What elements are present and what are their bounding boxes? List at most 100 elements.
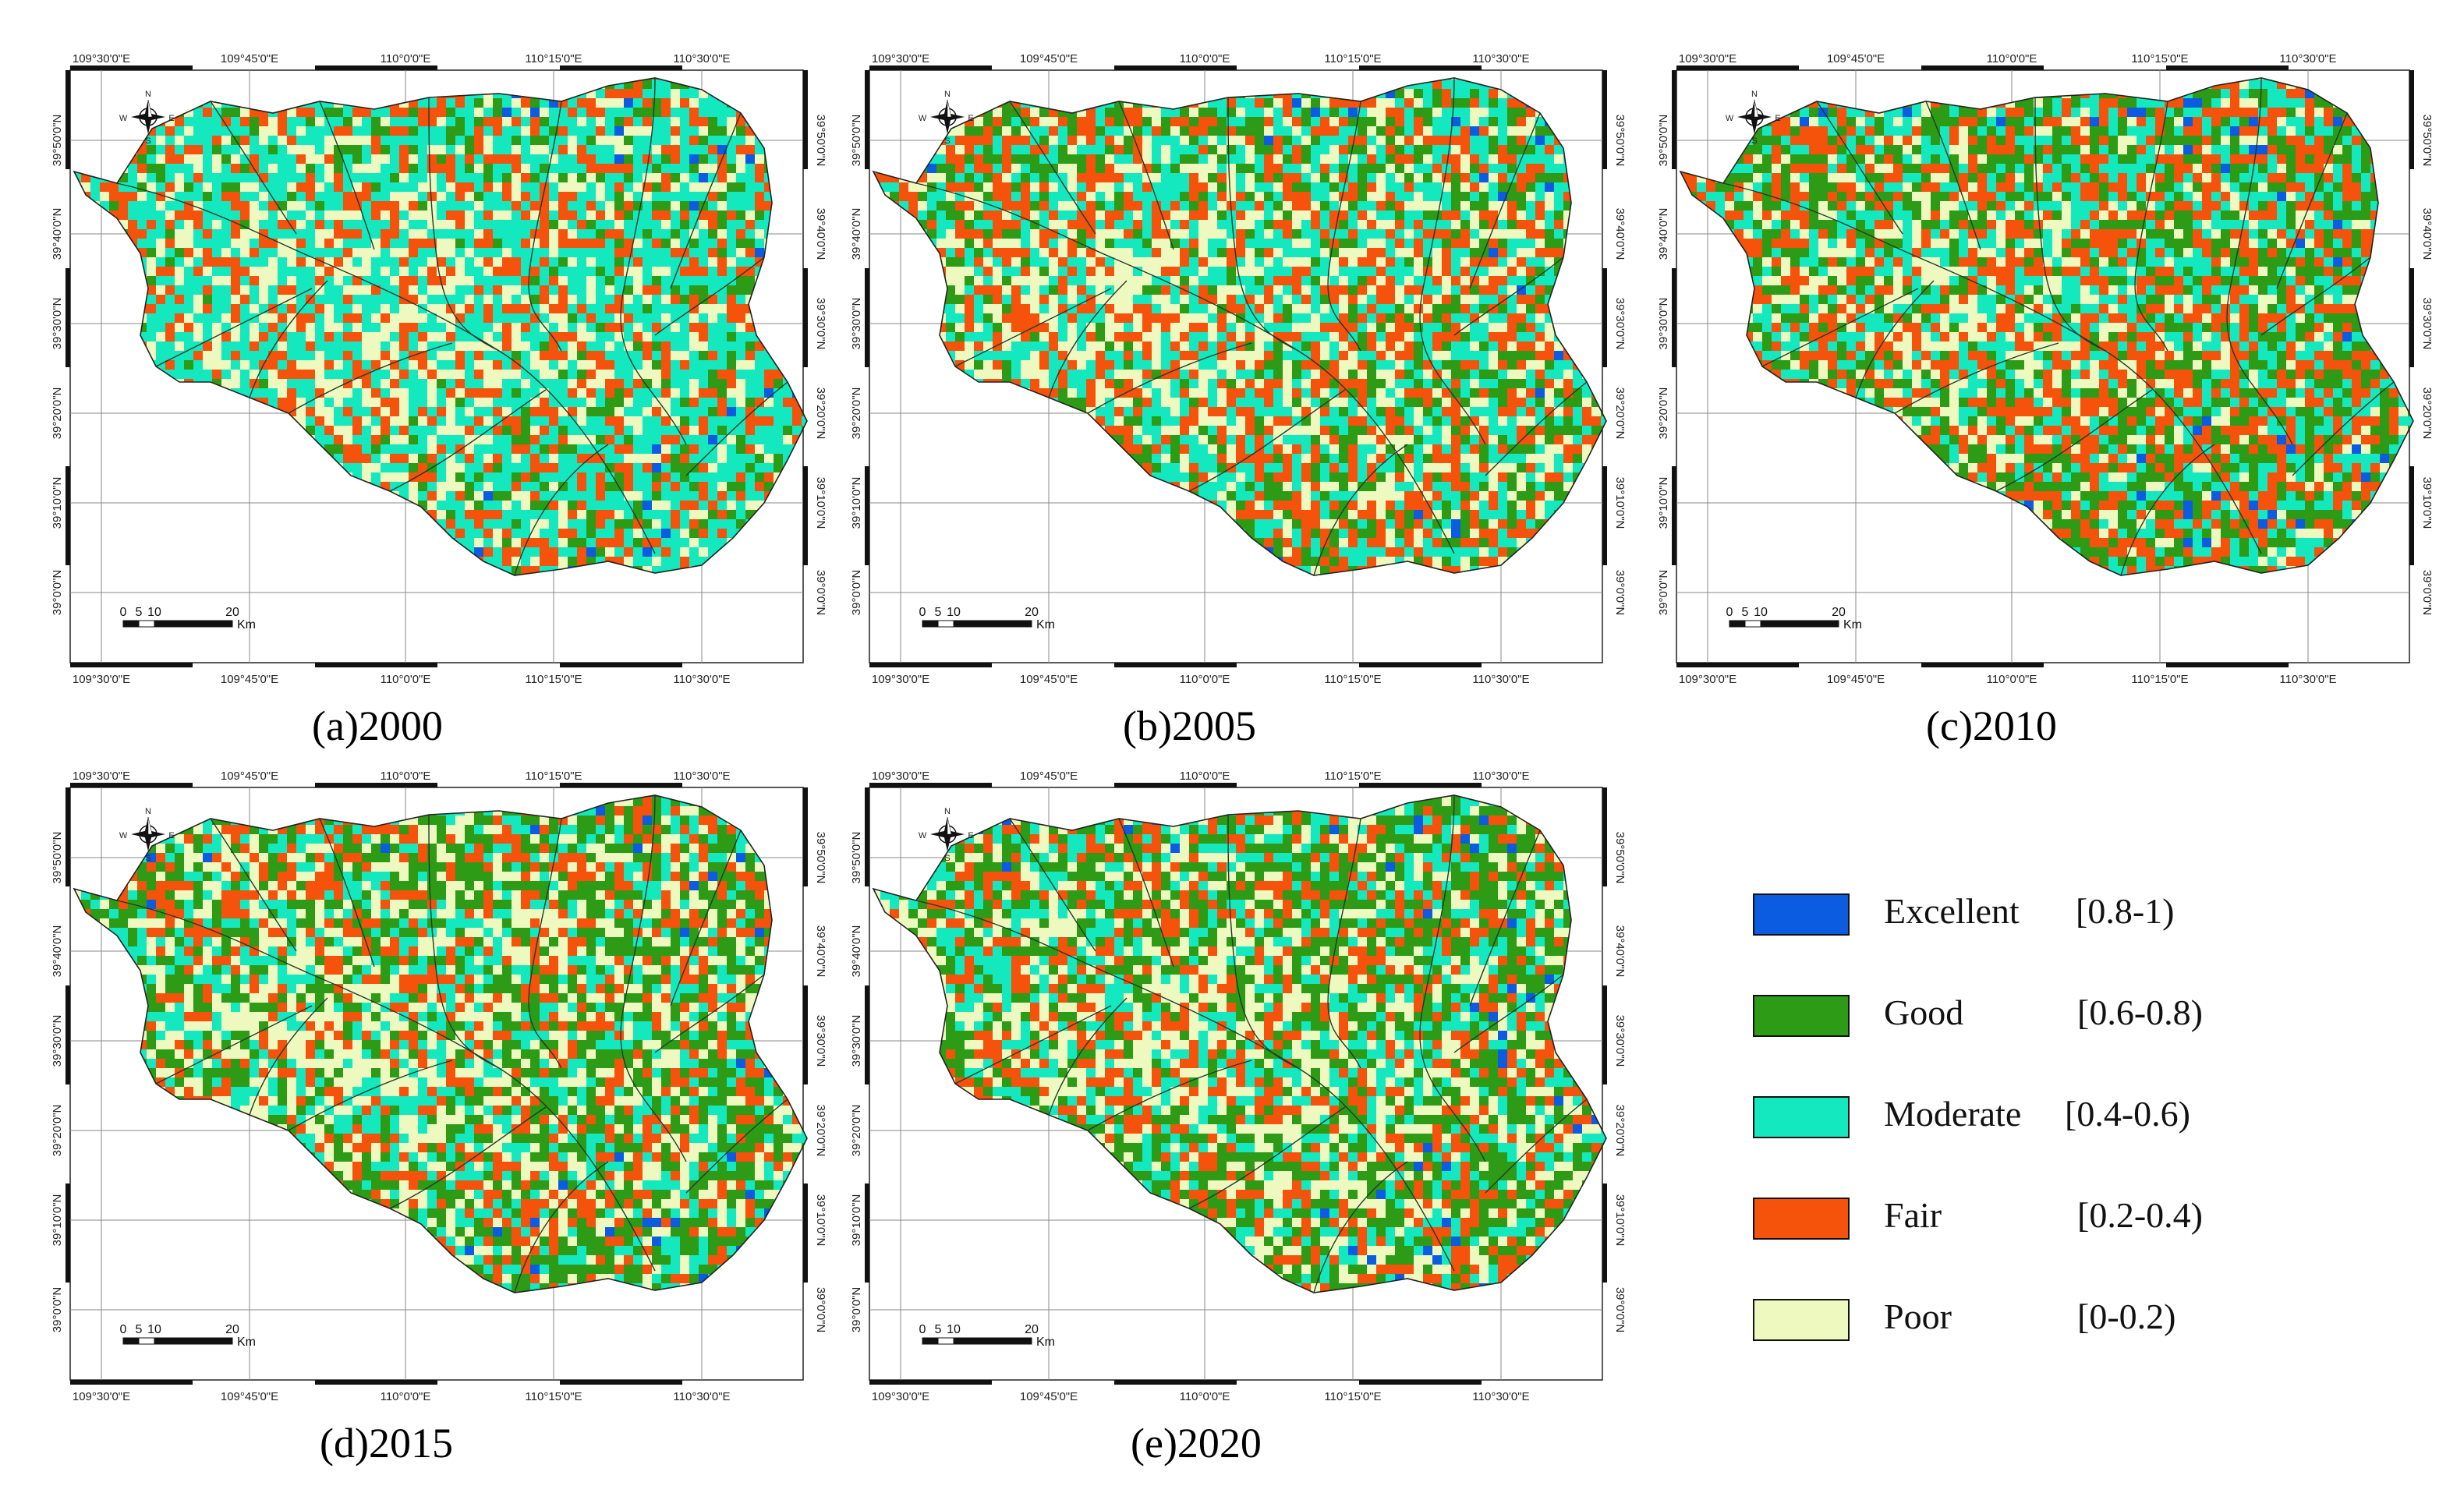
legend-range-fair: [0.2-0.4)	[2077, 1194, 2203, 1236]
river-network	[1722, 78, 2395, 575]
scale-tick-label: 5	[136, 606, 143, 619]
latitude-label: 39°30'0"N	[814, 298, 827, 350]
legend-swatch-excellent	[1753, 893, 1850, 936]
scale-tick-label: 0	[120, 1323, 127, 1336]
latitude-label: 39°0'0"N	[1657, 570, 1670, 615]
longitude-label: 109°45'0"E	[1020, 770, 1078, 783]
compass-label-n: N	[944, 90, 951, 99]
longitude-label: 109°45'0"E	[1020, 52, 1078, 65]
longitude-label: 110°0'0"E	[1987, 52, 2037, 65]
scale-unit-label: Km	[237, 1336, 256, 1349]
legend-swatch-good	[1753, 995, 1850, 1037]
longitude-label: 110°0'0"E	[381, 770, 431, 783]
north-arrow-icon: N S E W	[919, 90, 974, 146]
longitude-label: 110°30'0"E	[1472, 770, 1529, 783]
legend-label-good: Good	[1884, 992, 1963, 1033]
map-border-ticks	[865, 783, 1607, 1385]
latitude-label: 39°30'0"N	[1613, 1015, 1627, 1067]
scale-tick-label: 20	[1832, 606, 1846, 619]
latitude-label: 39°0'0"N	[850, 1287, 863, 1332]
longitude-label: 110°15'0"E	[1324, 52, 1381, 65]
scale-tick-label: 5	[136, 1323, 143, 1336]
scale-tick-label: 10	[147, 606, 161, 619]
latitude-label: 39°0'0"N	[2420, 570, 2434, 615]
longitude-label: 110°15'0"E	[525, 770, 582, 783]
caption-2010: (c)2010	[1926, 702, 2057, 750]
latitude-label: 39°10'0"N	[51, 1194, 64, 1247]
compass-label-s: S	[145, 854, 150, 863]
legend-range-moderate: [0.4-0.6)	[2065, 1093, 2190, 1134]
latitude-label: 39°20'0"N	[850, 387, 863, 440]
compass-label-s: S	[1751, 136, 1757, 146]
compass-label-w: W	[919, 114, 927, 123]
legend-swatch-poor	[1753, 1299, 1850, 1341]
compass-label-w: W	[119, 831, 128, 840]
legend-item-good: Good [0.6-0.8)	[1739, 990, 2285, 1045]
longitude-labels-bottom: 109°30'0"E 109°45'0"E 110°0'0"E 110°15'0"E 1…	[872, 673, 1530, 686]
map-panel-2015: 109°30'0"E 109°45'0"E 110°0'0"E 110°15'0"E 1…	[51, 770, 827, 1411]
longitude-label: 110°0'0"E	[1180, 673, 1230, 686]
map-border-ticks	[65, 65, 808, 667]
river-network	[915, 78, 1588, 575]
scale-tick-label: 10	[947, 1323, 961, 1336]
river-network	[116, 78, 788, 575]
map-svg: 109°30'0"E 109°45'0"E 110°0'0"E 110°15'0"E 1…	[51, 52, 827, 686]
longitude-label: 110°30'0"E	[673, 770, 730, 783]
legend-range-good: [0.6-0.8)	[2077, 992, 2203, 1033]
longitude-label: 110°30'0"E	[673, 52, 730, 65]
map-svg: 109°30'0"E 109°45'0"E 110°0'0"E 110°15'0"E 1…	[850, 770, 1627, 1403]
watershed-boundary	[1679, 77, 2414, 576]
river-network	[116, 795, 788, 1293]
longitude-label: 110°15'0"E	[1324, 673, 1381, 686]
latitude-label: 39°30'0"N	[850, 1015, 863, 1067]
north-arrow-icon: N S E W	[119, 90, 175, 146]
latitude-label: 39°40'0"N	[2420, 208, 2434, 260]
compass-label-w: W	[119, 114, 128, 123]
latitude-label: 39°20'0"N	[1613, 387, 1627, 440]
longitude-label: 110°0'0"E	[1180, 770, 1230, 783]
longitude-label: 109°45'0"E	[1020, 1390, 1078, 1403]
legend-item-moderate: Moderate [0.4-0.6)	[1739, 1092, 2285, 1146]
longitude-label: 109°45'0"E	[221, 673, 278, 686]
longitude-labels-bottom: 109°30'0"E 109°45'0"E 110°0'0"E 110°15'0"E 1…	[1679, 673, 2337, 686]
latitude-label: 39°50'0"N	[1613, 832, 1627, 884]
watershed-boundary	[872, 794, 1607, 1293]
scale-tick-label: 20	[1025, 1323, 1039, 1336]
longitude-label: 110°30'0"E	[1472, 673, 1529, 686]
longitude-label: 110°0'0"E	[1180, 52, 1230, 65]
longitude-label: 109°45'0"E	[1827, 673, 1885, 686]
latitude-label: 39°40'0"N	[1657, 208, 1670, 260]
legend-swatch-fair	[1753, 1198, 1850, 1240]
longitude-label: 109°30'0"E	[73, 1390, 130, 1403]
north-arrow-icon: N S E W	[919, 807, 974, 863]
scale-tick-label: 10	[1754, 606, 1768, 619]
scale-tick-label: 0	[120, 606, 127, 619]
map-panel-2020: 109°30'0"E 109°45'0"E 110°0'0"E 110°15'0"E 1…	[850, 770, 1627, 1411]
longitude-label: 109°45'0"E	[1020, 673, 1078, 686]
compass-label-e: E	[968, 831, 973, 840]
latitude-label: 39°20'0"N	[2420, 387, 2434, 440]
latitude-labels-left: 39°50'0"N 39°40'0"N 39°30'0"N 39°20'0"N 39°1…	[51, 115, 64, 616]
latitude-label: 39°40'0"N	[1613, 925, 1627, 978]
latitude-label: 39°40'0"N	[51, 925, 64, 978]
scale-tick-label: 0	[1726, 606, 1733, 619]
legend-range-poor: [0-0.2)	[2077, 1296, 2175, 1337]
longitude-label: 110°15'0"E	[525, 52, 582, 65]
latitude-label: 39°10'0"N	[1613, 477, 1627, 529]
latitude-label: 39°0'0"N	[1613, 570, 1627, 615]
compass-label-n: N	[145, 807, 151, 816]
latitude-label: 39°50'0"N	[51, 832, 64, 884]
longitude-labels-top: 109°30'0"E 109°45'0"E 110°0'0"E 110°15'0"E 1…	[872, 52, 1530, 65]
caption-2015: (d)2015	[320, 1419, 453, 1467]
latitude-label: 39°10'0"N	[1657, 477, 1670, 529]
latitude-label: 39°0'0"N	[814, 570, 827, 615]
latitude-label: 39°30'0"N	[814, 1015, 827, 1067]
scale-tick-label: 20	[225, 606, 239, 619]
map-border-ticks	[1672, 65, 2414, 667]
caption-2000: (a)2000	[312, 702, 443, 750]
longitude-label: 109°30'0"E	[872, 52, 929, 65]
